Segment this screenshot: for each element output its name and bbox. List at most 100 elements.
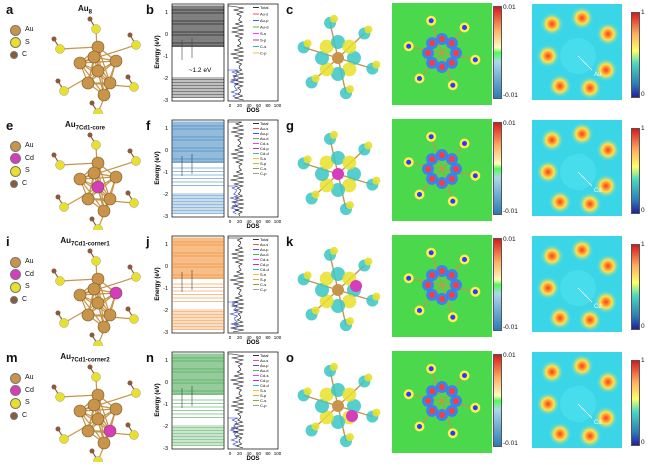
legend-row: C [10,410,34,423]
x-tick-label: 20 [237,219,243,224]
x-tick-label: 60 [256,219,262,224]
y-tick-label: 1 [165,126,168,132]
dos-legend-label: Cd-d [260,383,269,388]
dos-legend-label: C-s [260,166,266,171]
x-axis-label: DOS [246,108,259,112]
title-sub: 7Cd1-corner1 [70,241,110,248]
dos-legend-label: Au-p [260,247,269,252]
x-tick-label: 100 [274,219,282,224]
elf-colorbar [631,360,640,446]
panel-label-m: m [6,350,18,365]
y-tick-label: -2 [163,308,168,314]
legend-row: Cd [10,269,34,282]
legend-row: S [10,397,34,410]
dos-legend-label: Au-d [260,252,268,257]
atom-dot-icon [10,372,21,384]
y-tick-label: -3 [163,446,168,452]
dos-legend-label: Cd-d [260,267,269,272]
atom-legend: Au S C [10,24,34,62]
atom-dot-icon [10,269,21,281]
legend-row: S [10,281,34,294]
structure-title: Au7Cd1-corner1 [40,236,130,248]
colorbar-max: 0.01 [503,352,516,359]
atom-dot-icon [10,51,18,60]
y-tick-label: 1 [165,242,168,248]
title-sub: 7Cd1-corner2 [70,357,110,364]
y-tick-label: 1 [165,358,168,364]
title-sub: 7Cd1-core [75,125,105,132]
elf-map: Cd [532,236,622,332]
y-tick-label: 0 [165,380,168,386]
y-tick-label: -1 [163,170,168,176]
y-tick-label: -1 [163,402,168,408]
diff-colorbar [493,238,502,331]
legend-label: Au [25,258,34,265]
title-main: Au [64,120,76,129]
atom-dot-icon [10,140,21,152]
structure-title: Au8 [40,4,130,16]
panel-label-k: k [286,234,294,249]
panel-label-i: i [6,234,10,249]
x-axis-label: DOS [246,340,259,344]
legend-row: C [10,294,34,307]
energy-dos-plot: 1 0 -1 -2 -3 0 20 40 60 80 100 DOS Energy (eV) ~1.2 e… [155,3,282,112]
dos-legend-label: S-s [260,156,266,161]
y-tick-label: 0 [165,32,168,38]
charge-difference-map [392,351,492,453]
elf-map: Au [532,4,622,100]
dos-legend-label: Au-p [260,18,269,23]
atom-dot-icon [10,165,21,177]
colorbar-max: 1 [641,9,645,16]
x-axis-label: DOS [246,456,259,460]
legend-label: Au [25,142,34,149]
legend-label: C [22,51,28,58]
colorbar-min: -0.01 [503,92,518,99]
y-tick-label: -1 [163,286,168,292]
x-axis-label: DOS [246,224,259,228]
x-tick-label: 80 [265,219,271,224]
y-axis-label: Energy (eV) [155,267,161,300]
dos-legend-label: C-s [260,44,266,49]
x-tick-label: 20 [237,451,243,456]
atom-legend: Au Cd S C [10,256,34,306]
dos-legend-label: Total [260,237,269,242]
dos-legend-label: C-p [260,287,267,292]
x-tick-label: 20 [237,103,243,108]
cluster-structure [51,132,141,230]
dos-legend-label: Au-s [260,358,268,363]
colorbar-max: 0.01 [503,236,516,243]
atom-dot-icon [10,256,21,268]
dos-legend-label: Total [260,353,269,358]
y-tick-label: -2 [163,424,168,430]
y-tick-label: -3 [163,98,168,104]
legend-label: Au [25,26,34,33]
diff-colorbar [493,354,502,447]
atom-dot-icon [10,179,18,188]
y-tick-label: -2 [163,192,168,198]
elf-colorbar [631,244,640,330]
legend-label: Cd [25,270,34,278]
colorbar-min: 0 [641,207,645,214]
x-tick-label: 40 [246,219,252,224]
title-main: Au [60,352,71,361]
site-label: Cd [594,420,602,426]
orbital-isosurface [297,362,381,448]
dos-legend-label: Cd-p [260,262,269,267]
x-tick-label: 0 [229,219,232,224]
dos-legend-label: C-p [260,51,267,56]
atom-dot-icon [10,153,21,165]
dos-legend-label: Au-p [260,131,269,136]
elf-colorbar [631,12,640,98]
charge-difference-map [392,3,492,105]
x-tick-label: 100 [274,335,282,340]
dos-legend-label: S-p [260,393,267,398]
panel-label-g: g [286,118,294,133]
colorbar-max: 0.01 [503,4,516,11]
atom-dot-icon [10,385,21,397]
legend-row: C [10,178,34,191]
legend-label: S [25,167,30,174]
legend-row: Au [10,256,34,269]
dos-legend-label: S-s [260,31,266,36]
x-tick-label: 100 [274,451,282,456]
